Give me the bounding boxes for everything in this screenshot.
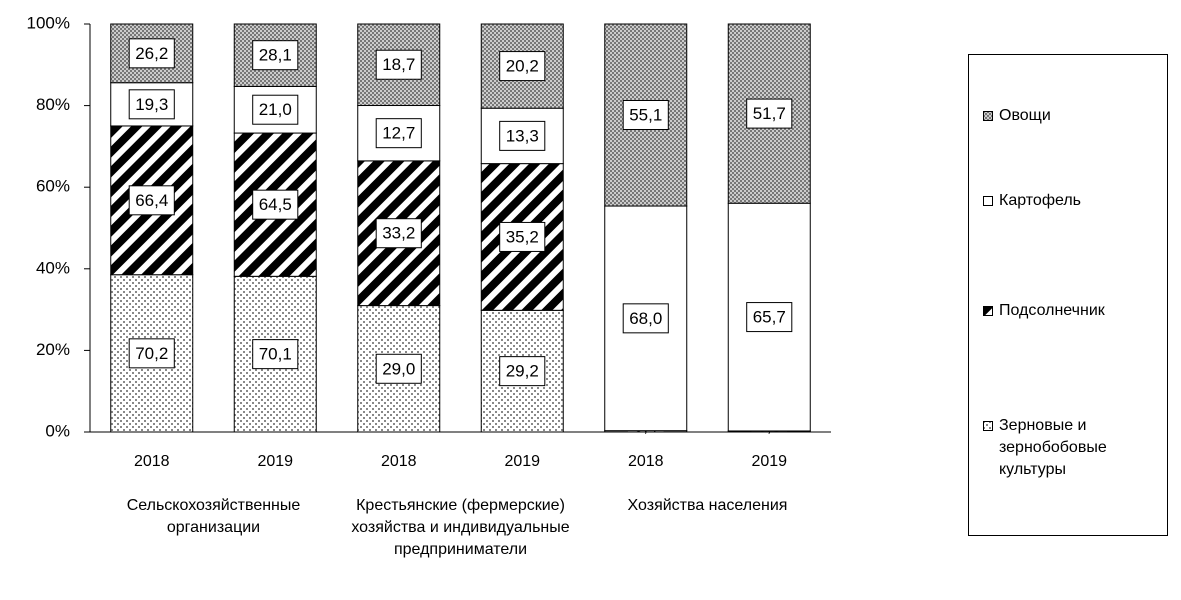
data-label-box <box>375 49 422 80</box>
data-label-bg <box>252 339 299 370</box>
group-label: Хозяйства населения <box>627 497 788 514</box>
data-label-bg <box>252 40 299 71</box>
y-tick-label: 80% <box>36 95 70 114</box>
data-label: 18,7 <box>382 55 415 74</box>
data-label: 70,2 <box>135 344 168 363</box>
legend-swatch <box>983 196 993 206</box>
data-label-bg <box>128 89 175 120</box>
data-label: 28,1 <box>259 46 292 65</box>
data-label: 35,2 <box>506 227 539 246</box>
data-label: 21,0 <box>259 100 292 119</box>
data-label-bg <box>128 38 175 69</box>
y-tick-label: 40% <box>36 258 70 277</box>
data-label: 29,0 <box>382 359 415 378</box>
data-label-box <box>746 302 793 333</box>
data-label: 64,5 <box>259 195 292 214</box>
data-label-bg <box>622 303 669 334</box>
legend-item: Картофель <box>983 190 1163 212</box>
data-label-bg <box>622 99 669 130</box>
data-label-bg <box>499 120 546 151</box>
data-label-bg <box>128 338 175 369</box>
legend-label: Картофель <box>999 192 1082 209</box>
x-tick-label: 2018 <box>381 453 417 470</box>
data-label-bg <box>375 49 422 80</box>
data-label-box <box>499 51 546 82</box>
y-tick-label: 60% <box>36 177 70 196</box>
legend-swatch-fill <box>983 196 993 206</box>
data-label: 51,7 <box>753 104 786 123</box>
data-label-bg <box>252 94 299 125</box>
data-label-bg <box>746 98 793 129</box>
data-label-bg <box>499 51 546 82</box>
data-label-box <box>375 218 422 249</box>
y-tick-label: 0% <box>45 421 70 440</box>
data-label: 55,1 <box>629 105 662 124</box>
legend-label: Овощи <box>999 107 1051 124</box>
data-label: 29,2 <box>506 362 539 381</box>
data-label-box <box>252 189 299 220</box>
data-label-box <box>252 94 299 125</box>
y-tick-label: 20% <box>36 340 70 359</box>
data-label-bg <box>499 221 546 252</box>
data-label-box <box>128 185 175 216</box>
y-tick-label: 100% <box>27 13 70 32</box>
data-label: 12,7 <box>382 124 415 143</box>
data-label-bg <box>375 353 422 384</box>
data-label-box <box>499 356 546 387</box>
legend-label: Подсолнечник <box>999 302 1105 319</box>
legend-item: Овощи <box>983 105 1163 127</box>
data-label: 33,2 <box>382 224 415 243</box>
legend-swatch <box>983 421 993 431</box>
data-label-bg <box>252 189 299 220</box>
legend-swatch-fill <box>983 421 993 431</box>
data-label-box <box>622 303 669 334</box>
legend-label: Зерновые и зернобобовые культуры <box>999 417 1107 478</box>
x-tick-label: 2018 <box>628 453 664 470</box>
data-label-box <box>128 38 175 69</box>
data-label-box <box>375 353 422 384</box>
data-label-bg <box>499 356 546 387</box>
data-label-bg <box>375 218 422 249</box>
data-label: 19,3 <box>135 95 168 114</box>
legend-swatch-fill <box>983 306 993 316</box>
legend-swatch <box>983 306 993 316</box>
legend-item: Подсолнечник <box>983 300 1163 322</box>
data-label: 66,4 <box>135 191 168 210</box>
data-label-bg <box>746 302 793 333</box>
data-label-box <box>622 99 669 130</box>
data-label-bg <box>128 185 175 216</box>
group-label: Сельскохозяйственные организации <box>126 497 301 536</box>
data-label-box <box>128 338 175 369</box>
data-label: 20,2 <box>506 57 539 76</box>
data-label-bg <box>375 118 422 149</box>
data-label-box <box>746 98 793 129</box>
data-label-box <box>128 89 175 120</box>
data-label-box <box>252 40 299 71</box>
x-tick-label: 2019 <box>257 453 293 470</box>
legend-swatch-fill <box>983 111 993 121</box>
data-label: 26,2 <box>135 44 168 63</box>
data-label: 68,0 <box>629 309 662 328</box>
legend-item: Зерновые и зернобобовые культуры <box>983 415 1163 481</box>
data-label-box <box>252 339 299 370</box>
data-label-box <box>499 120 546 151</box>
x-tick-label: 2019 <box>751 453 787 470</box>
legend: Овощи Картофель Подсолнечник Зерновые и зер… <box>968 54 1168 536</box>
x-tick-label: 2018 <box>134 453 170 470</box>
data-label-box <box>375 118 422 149</box>
x-tick-label: 2019 <box>504 453 540 470</box>
data-label-box <box>499 221 546 252</box>
data-label: 70,1 <box>259 345 292 364</box>
data-label: 65,7 <box>753 308 786 327</box>
legend-swatch <box>983 111 993 121</box>
data-label: 13,3 <box>506 126 539 145</box>
group-label: Крестьянские (фермерские) хозяйства и ин… <box>351 497 570 558</box>
